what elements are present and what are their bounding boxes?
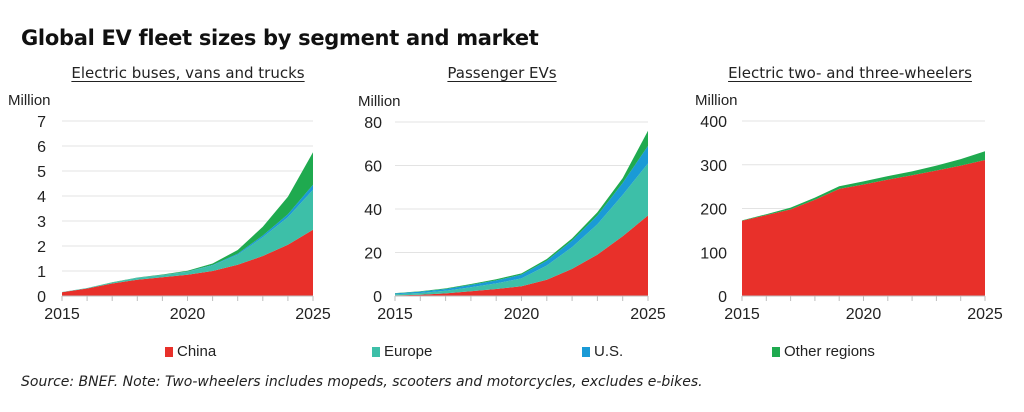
legend-item-us: U.S.: [582, 343, 623, 360]
y-axis-unit-label: Million: [695, 92, 738, 109]
y-tick-label: 5: [37, 164, 46, 181]
area-china: [395, 215, 648, 296]
x-tick-label: 2020: [170, 306, 206, 323]
legend-label-other-regions: Other regions: [784, 343, 875, 360]
y-tick-label: 4: [37, 189, 46, 206]
legend-label-us: U.S.: [594, 343, 624, 360]
legend-swatch-europe: [372, 346, 380, 357]
y-tick-label: 60: [364, 159, 382, 176]
y-tick-label: 0: [37, 289, 46, 306]
y-tick-label: 3: [37, 214, 46, 231]
x-tick-label: 2025: [630, 306, 666, 323]
legend-swatch-china: [165, 346, 173, 357]
subtitle-passenger-evs: Passenger EVs: [447, 64, 557, 82]
subtitle-two-three-wheelers: Electric two- and three-wheelers: [728, 64, 972, 82]
y-tick-label: 400: [700, 114, 727, 131]
y-tick-label: 80: [364, 115, 382, 132]
x-tick-label: 2025: [967, 306, 1003, 323]
area-china: [62, 229, 313, 296]
source-note: Source: BNEF. Note: Two-wheelers include…: [21, 374, 703, 390]
chart-passenger-evs: 0 20 40 60 80 Million 2015 2020 2025: [358, 93, 666, 323]
y-tick-label: 0: [718, 289, 727, 306]
y-tick-label: 2: [37, 239, 46, 256]
legend-label-europe: Europe: [384, 343, 433, 360]
y-tick-label: 100: [700, 245, 727, 262]
area-other-regions: [742, 151, 985, 221]
area-u-s: [395, 145, 648, 295]
y-tick-label: 0: [373, 289, 382, 306]
area-europe: [395, 163, 648, 296]
legend-swatch-other-regions: [772, 346, 780, 357]
y-tick-label: 20: [364, 246, 382, 263]
area-china: [742, 159, 985, 296]
y-tick-label: 7: [37, 114, 46, 131]
legend-item-other-regions: Other regions: [772, 343, 875, 360]
chart-two-three-wheelers: 0 100 200 300 400 Million 2015 2020 2025: [695, 92, 1003, 323]
y-tick-label: 200: [700, 202, 727, 219]
legend-item-china: China: [165, 343, 216, 360]
x-tick-label: 2015: [377, 306, 413, 323]
y-tick-label: 300: [700, 158, 727, 175]
chart-title: Global EV fleet sizes by segment and mar…: [21, 26, 539, 50]
legend-label-china: China: [177, 343, 217, 360]
x-tick-label: 2020: [504, 306, 540, 323]
y-axis-unit-label: Million: [358, 93, 401, 110]
y-tick-label: 40: [364, 202, 382, 219]
legend-item-europe: Europe: [372, 343, 432, 360]
y-tick-label: 1: [37, 264, 46, 281]
x-tick-label: 2015: [724, 306, 760, 323]
x-tick-label: 2025: [295, 306, 331, 323]
legend: China Europe U.S. Other regions: [0, 343, 1024, 363]
x-tick-label: 2015: [44, 306, 80, 323]
y-axis-unit-label: Million: [8, 92, 51, 109]
subtitle-buses-vans-trucks: Electric buses, vans and trucks: [71, 64, 305, 82]
chart-buses-vans-trucks: 0 1 2 3 4 5 6 7 Million 2015 2020 2025: [8, 92, 331, 323]
legend-swatch-us: [582, 346, 590, 357]
y-tick-label: 6: [37, 139, 46, 156]
x-tick-label: 2020: [846, 306, 882, 323]
